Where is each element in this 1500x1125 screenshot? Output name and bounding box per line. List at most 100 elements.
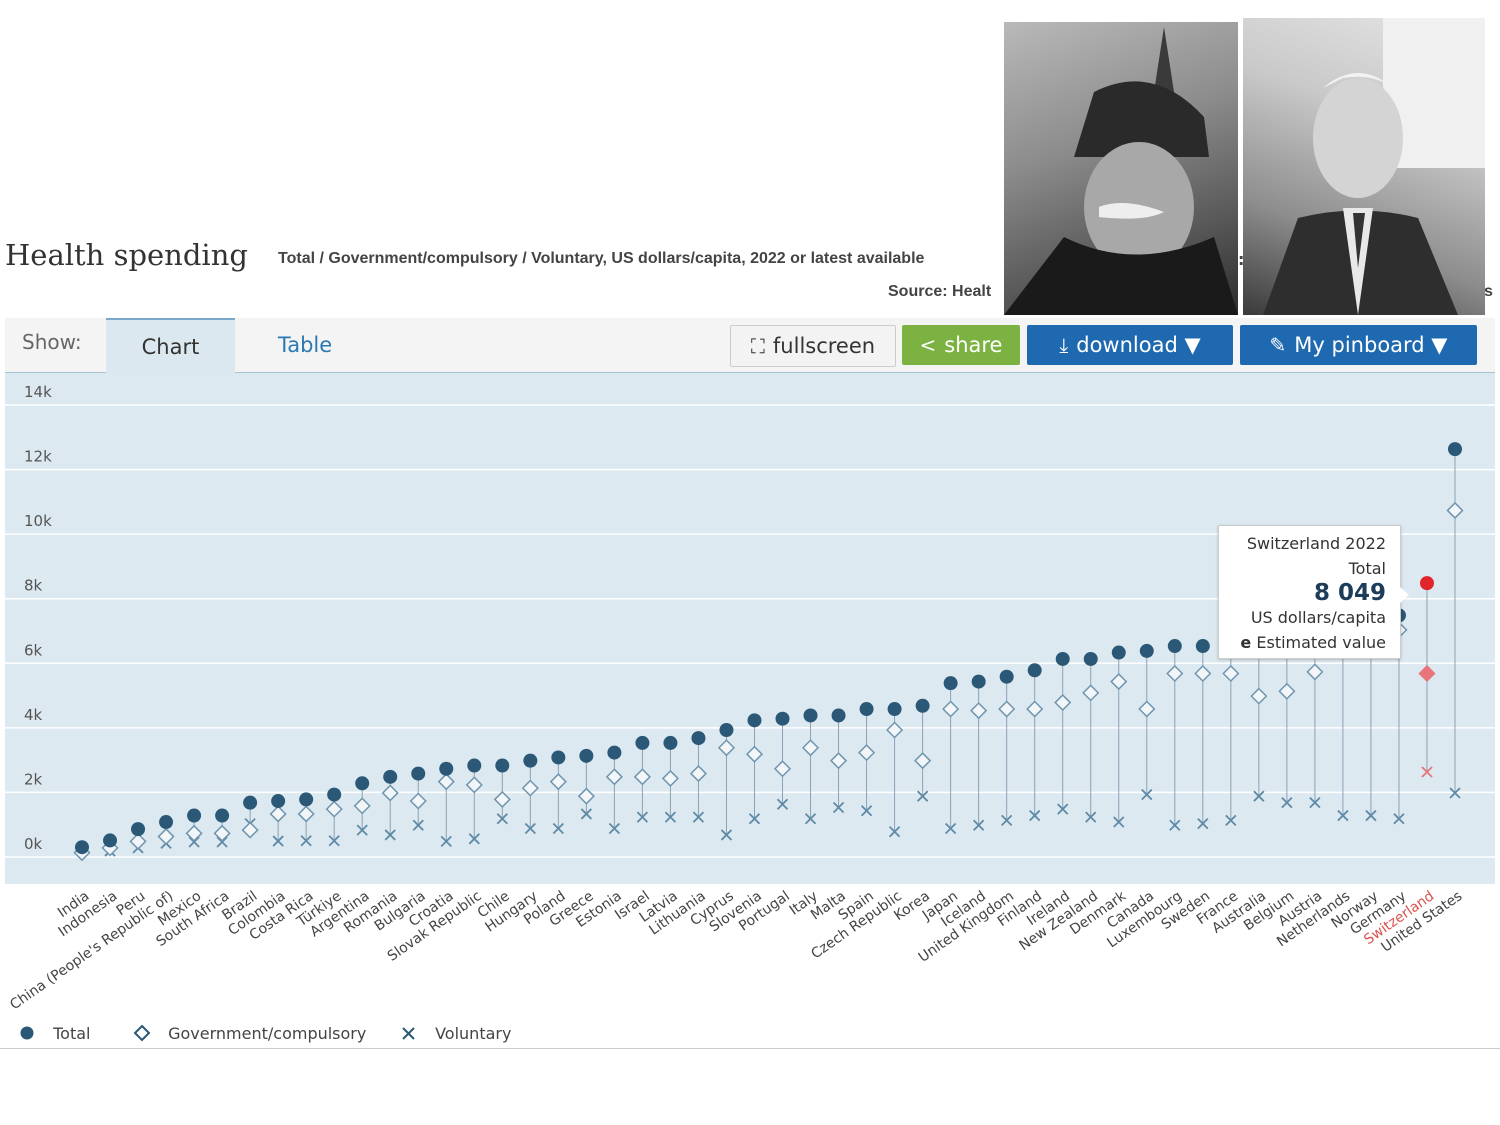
total-marker bbox=[495, 758, 510, 773]
share-button[interactable]: < share bbox=[902, 325, 1020, 365]
expand-icon: ⛶ bbox=[750, 334, 765, 358]
total-marker bbox=[579, 748, 594, 763]
y-tick-label: 8k bbox=[24, 577, 43, 595]
total-marker bbox=[215, 808, 230, 823]
government-marker bbox=[325, 800, 343, 818]
fullscreen-label: fullscreen bbox=[772, 334, 876, 358]
total-marker bbox=[775, 711, 790, 726]
government-marker bbox=[801, 739, 820, 757]
government-marker bbox=[213, 824, 231, 842]
government-marker bbox=[1166, 664, 1184, 683]
total-marker bbox=[1111, 645, 1126, 660]
total-marker bbox=[103, 833, 118, 848]
voluntary-marker bbox=[916, 790, 929, 802]
voluntary-marker bbox=[440, 835, 452, 848]
government-marker bbox=[353, 797, 371, 815]
voluntary-marker bbox=[496, 813, 508, 825]
y-tick-label: 12k bbox=[24, 448, 52, 466]
portrait-photo-right bbox=[1243, 18, 1485, 315]
legend-item-total[interactable]: Total bbox=[18, 1024, 90, 1043]
total-marker bbox=[75, 840, 89, 855]
voluntary-marker bbox=[188, 836, 200, 848]
total-marker bbox=[131, 822, 146, 837]
pin-icon: ✎ bbox=[1269, 333, 1287, 357]
voluntary-marker bbox=[664, 811, 677, 823]
voluntary-marker bbox=[1365, 809, 1377, 822]
voluntary-marker bbox=[468, 833, 480, 845]
government-marker bbox=[129, 832, 147, 850]
government-marker bbox=[886, 721, 904, 739]
voluntary-marker bbox=[1057, 803, 1069, 815]
voluntary-marker bbox=[1253, 790, 1265, 802]
fullscreen-button[interactable]: ⛶ fullscreen bbox=[730, 325, 896, 367]
tooltip-flag: e Estimated value bbox=[1240, 633, 1386, 652]
government-marker bbox=[381, 784, 399, 802]
voluntary-marker bbox=[1197, 817, 1209, 830]
total-marker bbox=[355, 776, 370, 791]
government-marker bbox=[1194, 664, 1212, 683]
voluntary-marker bbox=[1113, 816, 1125, 828]
total-marker bbox=[607, 745, 622, 760]
government-marker bbox=[998, 700, 1016, 718]
government-marker bbox=[1278, 682, 1296, 700]
legend-item-government[interactable]: Government/compulsory bbox=[133, 1024, 366, 1043]
government-marker bbox=[157, 827, 175, 846]
legend-label-government: Government/compulsory bbox=[168, 1024, 367, 1043]
government-marker bbox=[465, 776, 483, 794]
total-marker bbox=[887, 702, 902, 717]
voluntary-marker bbox=[1169, 819, 1181, 831]
government-marker bbox=[1082, 684, 1100, 702]
tooltip-measure: Total bbox=[1348, 559, 1386, 578]
tooltip-flag-text: Estimated value bbox=[1256, 633, 1386, 652]
diamond-marker-icon bbox=[133, 1024, 151, 1042]
voluntary-marker bbox=[524, 822, 536, 835]
government-marker bbox=[1446, 501, 1464, 520]
voluntary-marker bbox=[272, 835, 284, 847]
voluntary-marker bbox=[1085, 811, 1097, 823]
voluntary-marker bbox=[1225, 814, 1237, 827]
download-icon: ⤓ bbox=[1059, 333, 1069, 357]
government-marker bbox=[633, 768, 651, 786]
y-tick-label: 14k bbox=[24, 383, 52, 401]
total-marker bbox=[635, 735, 650, 750]
y-tick-label: 0k bbox=[24, 835, 43, 853]
total-marker bbox=[1448, 442, 1462, 457]
voluntary-marker bbox=[384, 829, 396, 841]
total-marker bbox=[243, 795, 258, 810]
tooltip: Switzerland 2022 Total 8 049 US dollars/… bbox=[1218, 525, 1401, 659]
source-tail-text: s bbox=[1484, 283, 1493, 300]
tab-table[interactable]: Table bbox=[277, 333, 333, 357]
government-marker bbox=[297, 805, 315, 823]
voluntary-marker bbox=[1281, 797, 1293, 809]
voluntary-marker bbox=[552, 822, 564, 835]
total-marker bbox=[159, 815, 174, 830]
voluntary-marker bbox=[1393, 813, 1405, 825]
pinboard-label: My pinboard ▼ bbox=[1294, 333, 1448, 357]
y-tick-label: 6k bbox=[24, 641, 43, 659]
government-marker bbox=[1222, 664, 1240, 683]
tab-chart[interactable]: Chart bbox=[106, 318, 235, 374]
y-tick-label: 10k bbox=[24, 512, 52, 530]
download-button[interactable]: ⤓ download ▼ bbox=[1027, 325, 1233, 365]
total-marker bbox=[691, 731, 706, 746]
total-marker bbox=[915, 698, 930, 713]
legend-label-total: Total bbox=[53, 1024, 91, 1043]
government-marker bbox=[269, 805, 287, 823]
government-marker bbox=[914, 752, 932, 770]
total-marker bbox=[187, 808, 202, 823]
total-marker bbox=[1167, 639, 1182, 654]
y-tick-label: 2k bbox=[24, 770, 43, 788]
government-marker bbox=[605, 768, 623, 786]
legend-item-voluntary[interactable]: Voluntary bbox=[400, 1024, 511, 1043]
total-marker bbox=[1083, 651, 1098, 666]
government-marker bbox=[1026, 700, 1044, 718]
x-marker-icon bbox=[402, 1027, 415, 1040]
government-marker bbox=[493, 790, 511, 808]
government-marker bbox=[241, 821, 259, 839]
tooltip-value: 8 049 bbox=[1313, 580, 1386, 606]
government-marker bbox=[521, 779, 539, 797]
pinboard-button[interactable]: ✎ My pinboard ▼ bbox=[1240, 325, 1477, 365]
chart-svg: 0k2k4k6k8k10k12k14kIndiaIndonesiaPeruChi… bbox=[5, 383, 1495, 1013]
voluntary-marker bbox=[973, 819, 985, 831]
voluntary-marker bbox=[1421, 766, 1433, 778]
